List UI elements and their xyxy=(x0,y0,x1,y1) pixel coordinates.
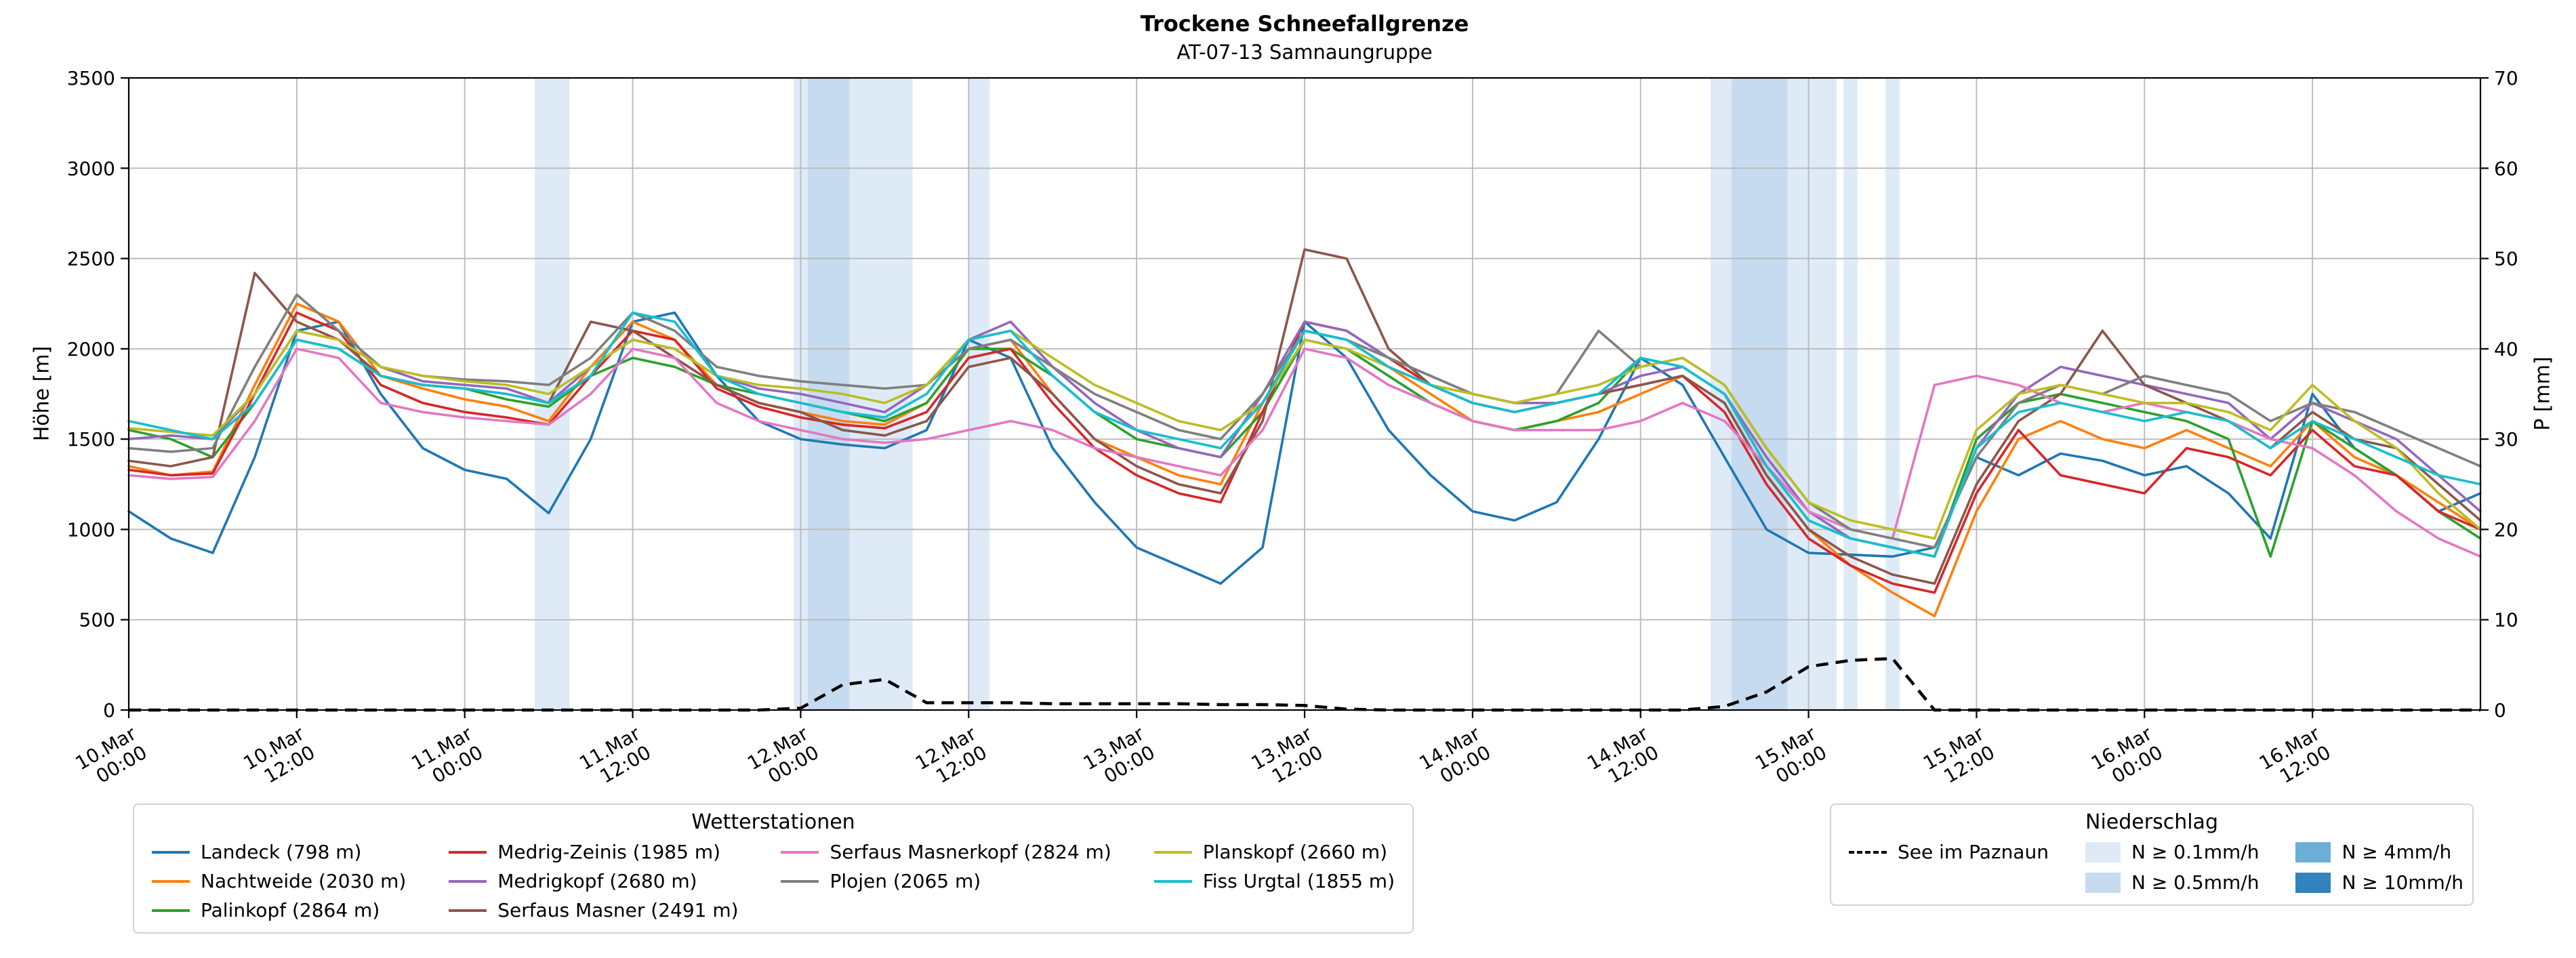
series-color-swatch xyxy=(449,909,487,912)
precip-band xyxy=(1843,78,1858,710)
precip-level-label: N ≥ 0.1mm/h xyxy=(2131,841,2260,863)
legend-item-station: Serfaus Masnerkopf (2824 m) xyxy=(781,841,1111,863)
precip-band xyxy=(1711,78,1732,710)
series-label: Palinkopf (2864 m) xyxy=(201,899,380,921)
x-tick-label: 12.Mar00:00 xyxy=(743,722,823,793)
legend-item-station: Nachtweide (2030 m) xyxy=(152,870,406,892)
precip-band xyxy=(968,78,990,710)
legend-item-station: Medrig-Zeinis (1985 m) xyxy=(449,841,738,863)
y-left-tick-label: 1500 xyxy=(67,428,115,451)
precip-band xyxy=(849,78,913,710)
series-color-swatch xyxy=(152,879,190,883)
series-color-swatch xyxy=(152,850,190,854)
series-label: Serfaus Masner (2491 m) xyxy=(497,899,739,921)
precip-band xyxy=(1787,78,1837,710)
x-tick-label: 15.Mar00:00 xyxy=(1751,722,1831,793)
x-tick-label: 11.Mar12:00 xyxy=(575,722,655,793)
legend-stations-title: Wetterstationen xyxy=(691,810,855,834)
precip-band xyxy=(1885,78,1900,710)
precip-color-patch xyxy=(2295,841,2331,862)
y-axis-label-left: Höhe [m] xyxy=(30,346,54,442)
series-color-swatch xyxy=(152,909,190,912)
x-tick-label: 16.Mar12:00 xyxy=(2255,722,2335,793)
dashed-line-swatch xyxy=(1849,850,1887,854)
precip-level-label: N ≥ 10mm/h xyxy=(2342,871,2464,894)
x-tick-label: 12.Mar12:00 xyxy=(912,722,991,793)
series-label: Nachtweide (2030 m) xyxy=(201,870,407,892)
y-axis-label-right: P [mm] xyxy=(2531,356,2555,431)
y-right-tick-label: 30 xyxy=(2494,428,2518,451)
series-color-swatch xyxy=(781,850,819,854)
y-right-tick-label: 10 xyxy=(2494,609,2518,631)
legend-item-station: Palinkopf (2864 m) xyxy=(152,899,406,921)
x-tick-label: 11.Mar00:00 xyxy=(407,722,487,793)
series-color-swatch xyxy=(449,850,487,854)
legend-item-station: Fiss Urgtal (1855 m) xyxy=(1153,870,1395,892)
series-color-swatch xyxy=(449,879,487,883)
series-label: Landeck (798 m) xyxy=(201,841,362,863)
x-tick-label: 15.Mar12:00 xyxy=(1919,722,1999,793)
y-left-tick-label: 500 xyxy=(79,609,115,631)
series-label: Planskopf (2660 m) xyxy=(1202,841,1388,863)
x-tick-label: 13.Mar00:00 xyxy=(1080,722,1159,793)
y-left-tick-label: 1000 xyxy=(67,518,115,541)
chart-title: Trockene Schneefallgrenze xyxy=(1140,11,1469,37)
x-tick-label: 14.Mar12:00 xyxy=(1583,722,1662,793)
y-right-tick-label: 70 xyxy=(2494,67,2518,89)
series-label: Serfaus Masnerkopf (2824 m) xyxy=(830,841,1111,863)
legend-item-station: Medrigkopf (2680 m) xyxy=(449,870,738,892)
precip-color-patch xyxy=(2085,841,2121,862)
series-color-swatch xyxy=(781,879,819,883)
legend-precip-items: See im Paznaun N ≥ 0.1mm/h N ≥ 4mm/h N ≥ 0.… xyxy=(1849,841,2463,894)
y-right-tick-label: 60 xyxy=(2494,157,2518,180)
precip-band xyxy=(1732,78,1788,710)
legend-item-station: Planskopf (2660 m) xyxy=(1153,841,1395,863)
y-left-tick-label: 2500 xyxy=(67,248,115,270)
precip-color-patch xyxy=(2295,872,2331,893)
y-right-tick-label: 50 xyxy=(2494,248,2518,270)
legend-item-station: Plojen (2065 m) xyxy=(781,870,1111,892)
see-im-paznaun-label: See im Paznaun xyxy=(1898,841,2049,863)
legend-item-precip: N ≥ 0.5mm/h xyxy=(2085,871,2259,894)
series-line-8 xyxy=(127,329,2482,540)
chart-subtitle: AT-07-13 Samnaungruppe xyxy=(1177,41,1433,64)
legend-precip-title: Niederschlag xyxy=(2085,810,2218,834)
x-tick-label: 14.Mar00:00 xyxy=(1416,722,1495,793)
series-line-4 xyxy=(127,320,2482,558)
legend-item-station: Landeck (798 m) xyxy=(152,841,406,863)
legend-item-precip: N ≥ 4mm/h xyxy=(2295,841,2463,863)
series-label: Medrigkopf (2680 m) xyxy=(497,870,697,892)
y-left-tick-label: 2000 xyxy=(67,338,115,360)
y-left-tick-label: 3500 xyxy=(67,67,115,89)
legend-item-precip: N ≥ 0.1mm/h xyxy=(2085,841,2259,863)
y-left-tick-label: 0 xyxy=(103,699,115,722)
legend-item-see-im-paznaun: See im Paznaun xyxy=(1849,841,2049,863)
legend-item-station: Serfaus Masner (2491 m) xyxy=(449,899,739,921)
y-right-tick-label: 20 xyxy=(2494,518,2518,541)
x-tick-label: 10.Mar00:00 xyxy=(72,722,151,793)
x-tick-label: 13.Mar12:00 xyxy=(1248,722,1327,793)
y-left-tick-label: 3000 xyxy=(67,157,115,180)
precip-level-label: N ≥ 4mm/h xyxy=(2342,841,2452,863)
legend-stations: Wetterstationen Landeck (798 m) Nachtweid… xyxy=(133,804,1414,934)
x-tick-label: 10.Mar12:00 xyxy=(240,722,319,793)
series-line-9 xyxy=(127,311,2482,558)
legend-precip: Niederschlag See im Paznaun N ≥ 0.1mm/h N … xyxy=(1830,804,2474,906)
y-right-tick-label: 40 xyxy=(2494,338,2518,360)
series-label: Medrig-Zeinis (1985 m) xyxy=(497,841,721,863)
x-tick-label: 16.Mar00:00 xyxy=(2087,722,2167,793)
precip-level-label: N ≥ 0.5mm/h xyxy=(2131,871,2260,894)
legend-item-precip: N ≥ 10mm/h xyxy=(2295,871,2463,894)
precip-color-patch xyxy=(2085,872,2121,893)
y-right-tick-label: 0 xyxy=(2494,699,2506,722)
series-color-swatch xyxy=(1153,879,1192,883)
series-label: Plojen (2065 m) xyxy=(830,870,981,892)
series-color-swatch xyxy=(1153,850,1192,854)
series-label: Fiss Urgtal (1855 m) xyxy=(1202,870,1395,892)
legend-stations-items: Landeck (798 m) Nachtweide (2030 m) Palink… xyxy=(152,841,1395,921)
